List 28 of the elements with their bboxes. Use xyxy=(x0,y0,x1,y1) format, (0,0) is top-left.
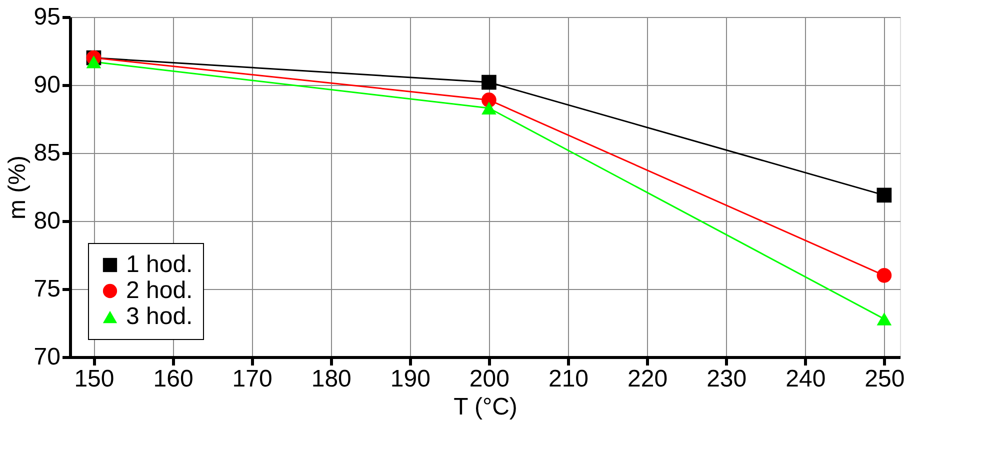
y-tick-label: 75 xyxy=(34,276,60,302)
legend-label: 3 hod. xyxy=(126,303,193,330)
point xyxy=(86,55,102,68)
x-tick-label: 230 xyxy=(706,366,747,392)
x-axis-title: T (°C) xyxy=(454,394,518,420)
x-tick-label: 180 xyxy=(311,366,352,392)
y-tick-label: 85 xyxy=(34,140,60,166)
x-tick-label: 200 xyxy=(469,366,510,392)
point xyxy=(482,102,496,115)
point xyxy=(482,74,496,90)
x-tick-label: 240 xyxy=(786,366,826,392)
x-tick-label: 170 xyxy=(232,366,272,392)
y-tick-label: 70 xyxy=(34,344,60,370)
legend-label: 2 hod. xyxy=(126,277,193,304)
y-tick-label: 95 xyxy=(34,4,60,30)
x-tick-label: 210 xyxy=(548,366,589,392)
x-tick-label: 150 xyxy=(74,366,114,392)
y-tick-label: 90 xyxy=(34,72,60,98)
x-tick-label: 250 xyxy=(864,366,905,392)
x-tick-label: 160 xyxy=(153,366,194,392)
point xyxy=(876,188,892,203)
x-tick-label: 190 xyxy=(390,366,430,392)
y-tick-label: 80 xyxy=(34,208,60,234)
legend-label: 1 hod. xyxy=(126,251,193,278)
y-axis-title: m (%) xyxy=(4,156,31,220)
point xyxy=(876,312,892,326)
x-tick-label: 220 xyxy=(628,366,668,392)
point xyxy=(876,268,892,283)
